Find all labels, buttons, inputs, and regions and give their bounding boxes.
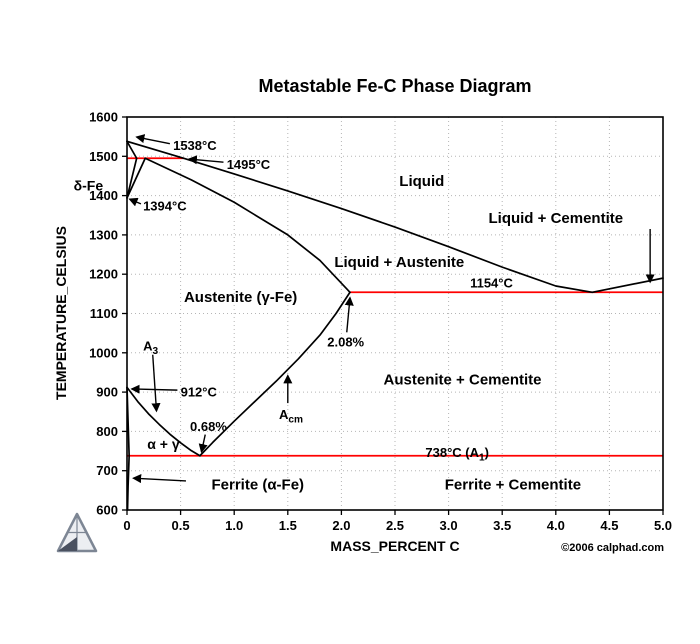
boundary-delta-gamma-upper: [126, 157, 138, 199]
x-tick-label: 0.5: [172, 518, 190, 533]
label-1538c: 1538°C: [173, 138, 217, 153]
boundary-acm-line: [199, 291, 351, 457]
y-tick-label: 1000: [89, 345, 118, 360]
label-2-08pct: 2.08%: [327, 334, 364, 349]
y-tick-label: 600: [96, 503, 118, 518]
label-alpha-gamma: α + γ: [147, 436, 180, 452]
label-ferrite-arrow: [132, 474, 186, 484]
x-tick-label: 4.0: [547, 518, 565, 533]
label-912c: 912°C: [181, 385, 218, 400]
y-tick-label: 1400: [89, 188, 118, 203]
x-tick-label: 5.0: [654, 518, 672, 533]
label-liquid-austenite: Liquid + Austenite: [334, 254, 464, 271]
label-delta-fe: δ-Fe: [74, 178, 104, 194]
label-ferrite: Ferrite (α-Fe): [211, 476, 304, 493]
label-austenite-cementite: Austenite + Cementite: [384, 371, 542, 388]
label-738c-a1: 738°C (A1): [425, 445, 489, 464]
y-tick-label: 1100: [90, 306, 118, 321]
label-1394c: 1394°C: [143, 198, 187, 213]
y-tick-label: 1200: [89, 267, 118, 282]
label-0-68pct: 0.68%: [190, 419, 227, 434]
boundary-a3-line: [126, 386, 201, 457]
x-tick-label: 2.0: [332, 518, 350, 533]
plot-generated: 0 0.5 1.0 1.5 2.0 2.5 3.0 3.5 4.0 4.5 5.0 600 700 800…: [74, 110, 672, 534]
x-tick-label: 1.5: [279, 518, 297, 533]
y-tick-label: 1600: [89, 110, 118, 125]
label-a3-arrow: [151, 354, 161, 413]
boundary-delta-gamma-lower: [126, 157, 147, 199]
x-tick-label: 0: [123, 518, 130, 533]
label-austenite: Austenite (γ-Fe): [184, 289, 297, 306]
copyright-text: ©2006 calphad.com: [561, 542, 664, 554]
y-axis-title: TEMPERATURE_CELSIUS: [53, 226, 69, 400]
label-912c-arrow: [130, 384, 178, 394]
y-tick-label: 700: [96, 463, 118, 478]
label-0-68pct-arrow: [198, 434, 208, 454]
calphad-logo: [56, 512, 98, 553]
x-tick-label: 2.5: [386, 518, 404, 533]
label-acm: Acm: [279, 407, 303, 426]
label-liquid-cementite: Liquid + Cementite: [488, 210, 623, 227]
label-ferrite-cementite: Ferrite + Cementite: [445, 476, 581, 493]
label-1495c-arrow: [187, 155, 224, 165]
logo-shaded-region: [58, 537, 77, 551]
label-1495c: 1495°C: [227, 157, 271, 172]
x-tick-label: 4.5: [600, 518, 618, 533]
y-tick-label: 800: [96, 424, 118, 439]
boundary-liquidus: [126, 140, 664, 294]
label-a3: A3: [143, 338, 158, 357]
label-1394c-arrow: [128, 197, 142, 207]
y-tick-label: 1300: [89, 227, 118, 242]
y-tick-label: 900: [96, 385, 118, 400]
label-1538c-arrow: [135, 134, 171, 145]
x-tick-label: 3.0: [440, 518, 458, 533]
label-1154c: 1154°C: [470, 275, 513, 290]
x-axis-title: MASS_PERCENT C: [330, 538, 459, 554]
x-tick-label: 3.5: [493, 518, 511, 533]
y-tick-label: 1500: [89, 149, 118, 164]
boundary-austenite-solidus: [144, 157, 351, 294]
label-liquid: Liquid: [399, 173, 444, 190]
chart-title: Metastable Fe-C Phase Diagram: [258, 76, 531, 96]
x-tick-label: 1.0: [225, 518, 243, 533]
boundary-delta-solidus: [126, 140, 138, 160]
label-2-08pct-arrow: [344, 296, 354, 333]
